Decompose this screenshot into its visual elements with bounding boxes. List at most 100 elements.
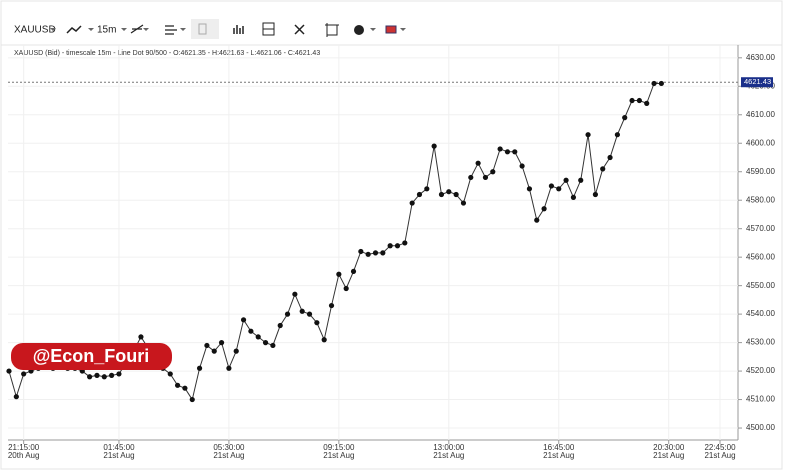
x-tick-label: 20:30:00 <box>653 443 685 452</box>
x-tick-date: 21st Aug <box>433 451 464 460</box>
price-dot <box>343 285 349 292</box>
y-tick-label: 4600.00 <box>746 138 775 147</box>
x-tick-date: 21st Aug <box>103 451 134 460</box>
draw-icon[interactable] <box>130 24 144 34</box>
y-tick-label: 4590.00 <box>746 167 775 176</box>
line-icon[interactable] <box>66 25 82 34</box>
timeframe[interactable]: 15m <box>97 25 116 36</box>
y-tick-label: 4610.00 <box>746 110 775 119</box>
price-dot <box>6 368 12 374</box>
tool-icon <box>198 23 207 35</box>
x-tick-label: 22:45:00 <box>704 443 736 452</box>
last-price-box <box>741 77 773 88</box>
price-dot <box>380 250 386 256</box>
price-dot <box>365 251 371 257</box>
price-dot <box>651 80 657 87</box>
price-dot <box>592 191 599 198</box>
price-dot <box>87 374 93 380</box>
y-tick-label: 4510.00 <box>746 395 775 404</box>
price-dot <box>211 348 217 354</box>
price-dot <box>570 194 577 200</box>
price-dot <box>424 186 430 192</box>
price-dot <box>658 80 664 87</box>
price-dot <box>541 206 547 212</box>
price-dot <box>636 97 642 104</box>
price-dot <box>614 132 620 138</box>
settings-icon[interactable] <box>354 25 364 35</box>
price-dot <box>402 240 408 246</box>
price-dot <box>629 97 635 104</box>
y-tick-label: 4530.00 <box>746 338 775 347</box>
price-dot <box>328 302 335 309</box>
price-dot <box>226 365 232 371</box>
price-dot <box>233 348 239 354</box>
active-tool[interactable] <box>191 19 219 39</box>
price-dot <box>438 191 445 198</box>
dropdown-arrows <box>50 28 406 31</box>
price-dot <box>460 200 467 206</box>
last-price-label: 4621.43 <box>744 77 771 86</box>
price-dot <box>174 382 181 388</box>
price-dot <box>475 160 481 166</box>
x-tick-date: 21st Aug <box>323 451 354 460</box>
y-tick-label: 4550.00 <box>746 281 775 290</box>
price-dot <box>284 311 291 317</box>
flag-icon[interactable] <box>385 25 397 34</box>
price-dot <box>116 371 122 377</box>
x-tick-date: 21st Aug <box>704 451 735 460</box>
price-dot <box>189 396 195 403</box>
y-tick-label: 4580.00 <box>746 195 775 204</box>
price-dot <box>534 217 540 223</box>
price-dot <box>306 311 313 317</box>
price-dot <box>350 268 357 275</box>
y-tick-label: 4500.00 <box>746 423 775 432</box>
toolbar: XAUUSD 15m <box>1 19 782 46</box>
price-dot <box>416 191 423 198</box>
price-dot <box>563 177 569 183</box>
price-dot <box>409 200 415 206</box>
indicator-icon[interactable] <box>165 25 177 35</box>
price-dot <box>585 132 591 138</box>
fullscreen-icon[interactable] <box>294 24 305 35</box>
price-dot <box>182 385 188 391</box>
price-dot <box>255 334 261 340</box>
x-tick-date: 20th Aug <box>8 451 40 460</box>
y-tick-label: 4630.00 <box>746 53 775 62</box>
watermark: @Econ_Fouri <box>33 346 150 366</box>
price-dot <box>446 189 452 195</box>
frame <box>0 0 783 470</box>
price-dot <box>13 394 19 400</box>
price-dot <box>248 328 254 334</box>
bars-icon[interactable] <box>233 25 244 34</box>
price-dot <box>321 337 327 343</box>
symbol[interactable]: XAUUSD <box>14 25 56 36</box>
watermark-box <box>11 343 172 370</box>
x-tick-label: 05:30:00 <box>213 443 245 452</box>
info-line: XAUUSD (Bid) - timescale 15m - Line Dot … <box>14 50 320 57</box>
price-dot <box>622 115 628 121</box>
price-dot <box>600 166 606 172</box>
x-tick-date: 21st Aug <box>213 451 244 460</box>
price-dot <box>453 191 459 198</box>
crop-icon[interactable] <box>325 23 339 37</box>
y-tick-label: 4560.00 <box>746 252 775 261</box>
x-tick-label: 13:00:00 <box>433 443 465 452</box>
x-tick-label: 21:15:00 <box>8 443 40 452</box>
price-dot <box>519 163 525 169</box>
price-dot <box>299 308 305 314</box>
price-dot <box>196 365 203 371</box>
price-dot <box>240 317 247 323</box>
price-dot <box>497 146 503 152</box>
price-dot <box>578 177 584 183</box>
price-dot <box>644 100 650 106</box>
price-dot <box>556 186 562 192</box>
price-dot <box>167 371 173 377</box>
x-tick-label: 01:45:00 <box>103 443 135 452</box>
price-dot <box>504 149 511 155</box>
price-dot <box>21 371 27 377</box>
price-dot <box>270 342 276 349</box>
price-dot <box>387 243 393 249</box>
price-dot <box>431 143 437 149</box>
price-dot <box>512 149 518 155</box>
x-tick-label: 09:15:00 <box>323 443 355 452</box>
